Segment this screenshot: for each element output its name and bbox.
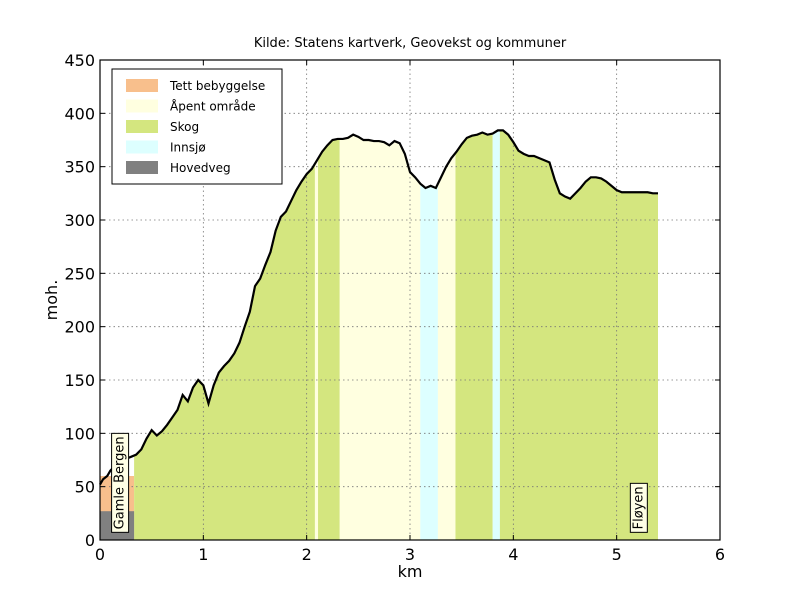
x-tick-label: 2 — [302, 545, 312, 564]
legend-label: Åpent område — [170, 99, 256, 114]
x-tick-label: 5 — [612, 545, 622, 564]
x-tick-label: 6 — [715, 545, 725, 564]
annotation-label: Gamle Bergen — [113, 436, 128, 529]
land-cover-8 — [492, 130, 500, 540]
annotation: Gamle Bergen — [111, 432, 130, 533]
legend-swatch — [126, 140, 158, 154]
legend-swatch — [126, 79, 158, 92]
x-tick-label: 4 — [508, 545, 518, 564]
y-axis-label: moh. — [42, 280, 61, 321]
land-cover-9 — [499, 130, 658, 540]
legend-swatch — [126, 99, 158, 113]
annotation-box — [629, 482, 648, 533]
y-tick-label: 150 — [64, 371, 95, 390]
elevation-line — [99, 129, 658, 486]
annotation: Fløyen — [629, 482, 648, 533]
y-tick-label: 0 — [85, 531, 95, 550]
tick-layer: 0 1 2 3 4 5 6 0 50 100 150 200 250 300 350 400 450 — [64, 51, 725, 564]
legend-label: Hovedveg — [170, 161, 231, 175]
x-tick-label: 0 — [95, 545, 105, 564]
legend: Tett bebyggelse Åpent område Skog Innsjø Hov… — [111, 68, 283, 185]
legend-swatch — [126, 120, 158, 133]
land-cover-layer — [100, 130, 658, 541]
x-axis-label: km — [398, 562, 423, 581]
land-cover-6 — [437, 153, 456, 540]
y-tick-label: 100 — [64, 424, 95, 443]
legend-swatch — [126, 161, 158, 174]
legend-label: Skog — [170, 120, 199, 134]
x-tick-label: 1 — [198, 545, 208, 564]
land-cover-4 — [339, 134, 421, 540]
x-tick-label: 3 — [405, 545, 415, 564]
legend-label: Innsjø — [170, 141, 206, 155]
annotation-layer: Gamle Bergen Fløyen — [111, 432, 648, 533]
grid-layer — [100, 60, 720, 540]
y-tick-label: 250 — [64, 264, 95, 283]
y-tick-label: 200 — [64, 318, 95, 337]
land-cover-3 — [318, 138, 340, 540]
y-tick-label: 300 — [64, 211, 95, 230]
y-tick-label: 50 — [75, 478, 95, 497]
annotation-label: Fløyen — [631, 486, 646, 529]
y-tick-label: 450 — [64, 51, 95, 70]
land-cover-2 — [314, 158, 319, 540]
annotation-box — [111, 432, 130, 533]
y-tick-label: 400 — [64, 104, 95, 123]
land-cover-7 — [455, 132, 493, 541]
land-cover-1 — [134, 163, 315, 540]
chart-title: Kilde: Statens kartverk, Geovekst og kom… — [254, 36, 567, 51]
legend-label: Tett bebyggelse — [169, 79, 265, 93]
land-cover-5 — [420, 183, 438, 540]
y-tick-label: 350 — [64, 158, 95, 177]
